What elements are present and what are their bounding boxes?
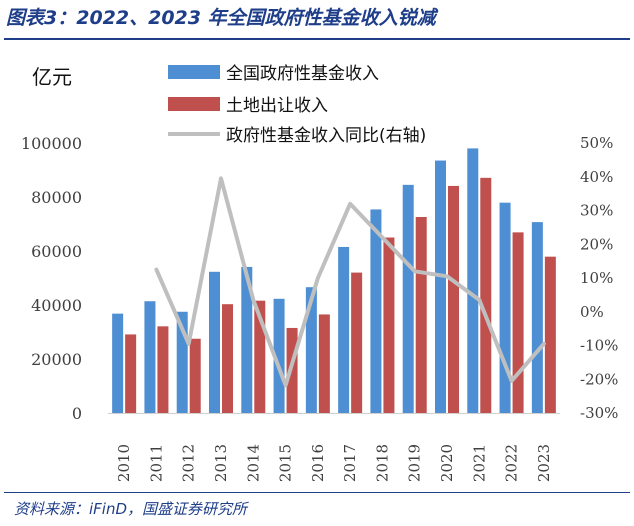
figure-title: 图表3：2022、2023 年全国政府性基金收入锐减 [6,7,436,29]
x-tick-label: 2021 [470,444,488,482]
bar-2023-government-fund [531,222,543,413]
bar-2016-land-sale [318,314,330,413]
bar-2013-land-sale [222,304,233,413]
y-tick-label: 80000 [31,188,82,207]
legend-label-government-fund: 全国政府性基金收入 [226,64,379,84]
y2-tick-label: -30% [580,404,618,422]
bar-2011-land-sale [157,326,169,413]
bar-2010-government-fund [112,313,124,413]
legend-swatch-government-fund [168,65,220,79]
y-tick-label: 60000 [31,242,82,261]
bar-2018-land-sale [383,237,395,413]
legend-label-land-sale: 土地出让收入 [226,96,328,116]
source-rule [4,492,630,493]
bar-2011-government-fund [144,301,156,413]
y2-tick-label: -10% [580,337,618,355]
x-tick-label: 2010 [115,444,133,482]
y-tick-label: 40000 [31,296,82,315]
source-note: 资料来源：iFinD，国盛证券研究所 [14,500,248,518]
y-tick-label: 100000 [21,134,82,153]
bar-2019-land-sale [415,216,427,413]
bar-2010-land-sale [125,334,137,413]
bar-2022-government-fund [499,202,511,413]
y2-tick-label: 10% [580,269,613,287]
bar-2020-government-fund [435,160,446,413]
y2-tick-label: 0% [580,303,604,321]
bar-2014-land-sale [254,300,266,413]
y2-tick-label: 40% [580,168,613,186]
x-tick-label: 2023 [535,444,553,482]
title-rule [4,38,630,40]
x-tick-label: 2012 [180,444,198,482]
x-tick-label: 2013 [212,444,230,482]
bar-2016-government-fund [305,287,317,413]
bar-2019-government-fund [402,184,414,413]
bar-2021-land-sale [480,177,492,413]
x-tick-label: 2011 [147,444,165,482]
x-tick-label: 2020 [438,444,456,482]
bar-2022-land-sale [512,232,524,413]
bar-2023-land-sale [544,256,556,413]
legend-label-yoy: 政府性基金收入同比(右轴) [226,126,426,146]
y-tick-label: 20000 [31,350,82,369]
bar-2014-government-fund [241,266,253,413]
bar-2012-government-fund [176,311,188,413]
legend-swatch-land-sale [168,97,220,111]
bar-2017-land-sale [351,272,363,413]
y2-tick-label: 20% [580,235,613,253]
y-tick-label: 0 [72,404,82,423]
x-tick-label: 2014 [244,444,262,482]
bar-2013-government-fund [209,271,220,413]
y-axis-title: 亿元 [32,65,72,89]
y2-tick-label: 50% [580,134,613,152]
yoy-growth-line [154,176,546,388]
bar-2017-government-fund [338,246,350,413]
x-tick-label: 2019 [406,444,424,482]
x-tick-label: 2015 [277,444,295,482]
x-tick-label: 2017 [341,444,359,482]
bar-2020-land-sale [448,185,459,413]
x-tick-label: 2022 [503,444,521,482]
bar-2012-land-sale [189,338,201,413]
bar-2021-government-fund [467,148,479,413]
x-tick-label: 2018 [373,444,391,482]
bar-2015-government-fund [273,298,285,413]
y2-tick-label: 30% [580,202,613,220]
bar-2018-government-fund [370,209,382,413]
x-tick-label: 2016 [309,444,327,482]
y2-tick-label: -20% [580,370,618,388]
